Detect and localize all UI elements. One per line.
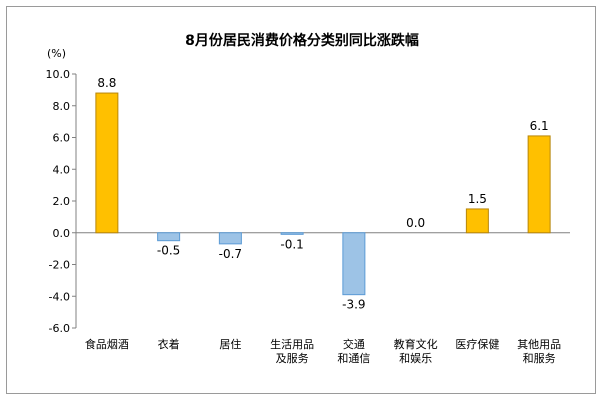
data-label: 8.8 <box>97 76 116 90</box>
y-tick-label: 6.0 <box>53 132 71 145</box>
category-label: 和娱乐 <box>399 351 432 365</box>
category-label: 居住 <box>219 337 241 351</box>
bars <box>95 92 551 296</box>
category-label: 其他用品 <box>517 338 561 351</box>
bar <box>218 232 242 245</box>
data-label: -0.7 <box>219 247 242 261</box>
data-label: -3.9 <box>342 298 365 312</box>
y-tick-label: 8.0 <box>53 100 71 113</box>
y-tick-label: 10.0 <box>46 68 71 81</box>
bar <box>342 232 366 296</box>
axes: 10.0 8.0 6.0 4.0 2.0 0.0 -2.0 -4.0 -6.0 <box>46 68 570 335</box>
bar <box>465 208 489 234</box>
y-tick-label: -2.0 <box>49 259 70 272</box>
data-label: -0.5 <box>157 244 180 258</box>
y-tick-label: 0.0 <box>53 227 71 240</box>
bar <box>280 232 304 235</box>
y-tick-label: -4.0 <box>49 290 70 303</box>
data-label: 0.0 <box>406 216 425 230</box>
category-label: 衣着 <box>158 337 180 351</box>
category-label: 和通信 <box>337 352 370 365</box>
bar <box>95 92 119 234</box>
y-tick-label: -6.0 <box>49 322 70 335</box>
data-label: 1.5 <box>468 192 487 206</box>
data-label: -0.1 <box>280 237 303 251</box>
bar <box>157 232 181 242</box>
y-tick-label: 4.0 <box>53 163 71 176</box>
category-label: 交通 <box>343 337 365 351</box>
bar <box>527 135 551 234</box>
data-label: 6.1 <box>530 119 549 133</box>
category-label: 食品烟酒 <box>85 337 129 351</box>
category-label: 和服务 <box>523 352 556 365</box>
category-label: 教育文化 <box>394 337 438 351</box>
y-tick-label: 2.0 <box>53 195 71 208</box>
chart-title: 8月份居民消费价格分类别同比涨跌幅 <box>185 32 419 49</box>
value-labels: 8.8 -0.5 -0.7 -0.1 -3.9 0.0 1.5 6.1 <box>97 76 548 312</box>
category-label: 生活用品 <box>270 337 314 351</box>
category-label: 及服务 <box>276 352 309 365</box>
y-axis-unit: (%) <box>47 47 66 60</box>
category-label: 医疗保健 <box>455 337 499 351</box>
